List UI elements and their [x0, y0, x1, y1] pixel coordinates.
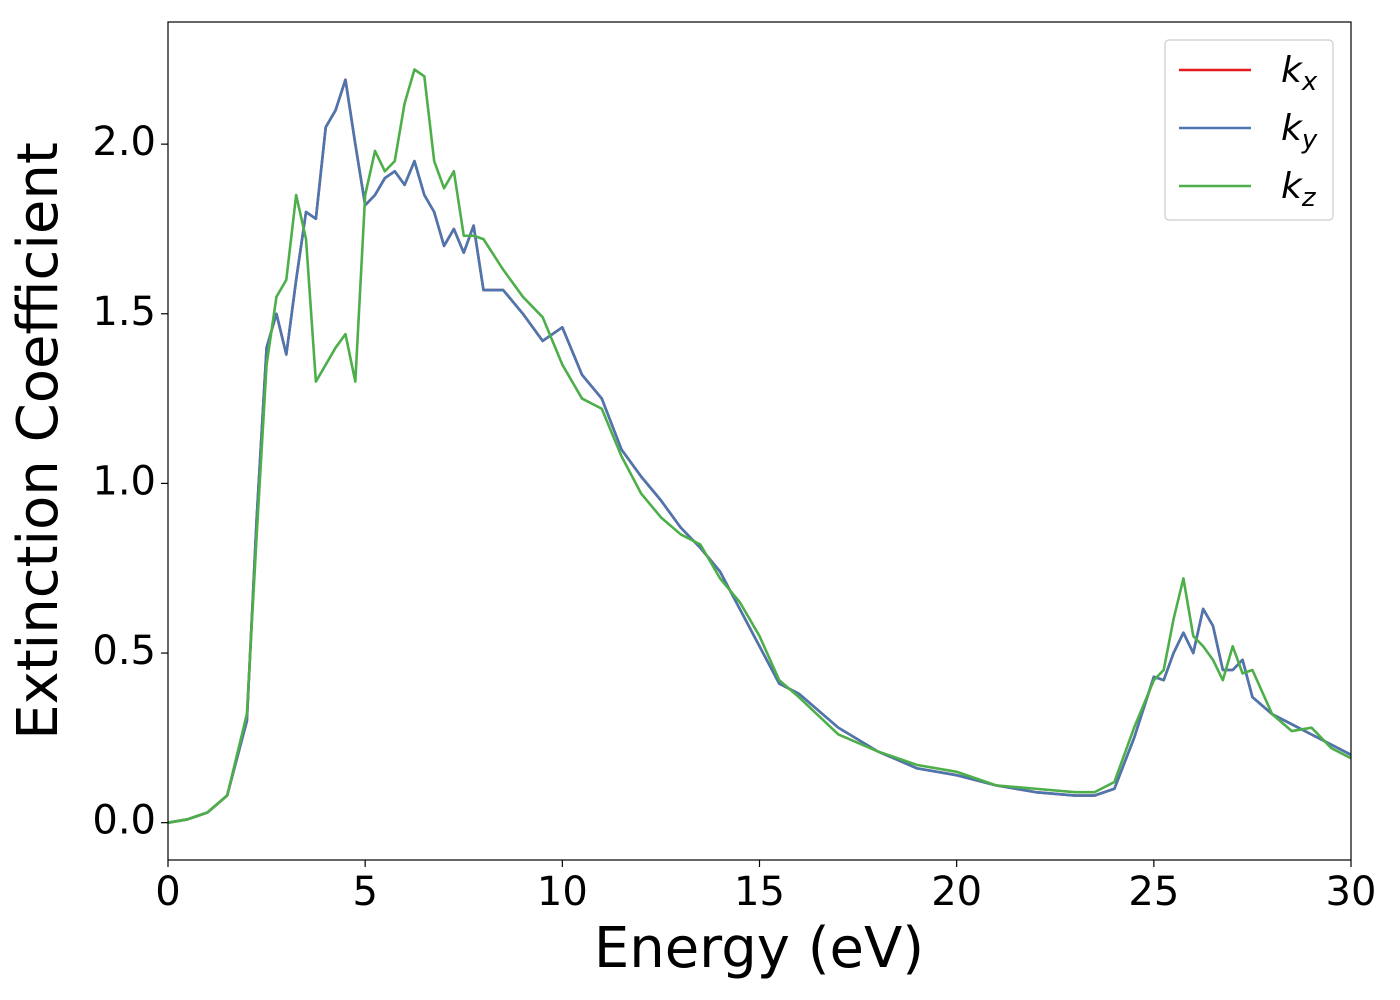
series-line — [167, 78, 1352, 824]
y-tick-label: 1.0 — [92, 458, 156, 504]
legend-label: kx — [1281, 50, 1318, 97]
y-axis-title: Extinction Coefficient — [6, 142, 71, 740]
x-tick-label: 30 — [1326, 869, 1377, 915]
y-tick-label: 2.0 — [92, 119, 156, 165]
series-line — [167, 68, 1352, 824]
plot-frame — [167, 21, 1352, 861]
x-tick-label: 25 — [1128, 869, 1179, 915]
legend-label: kz — [1281, 166, 1317, 213]
legend-box — [1164, 39, 1334, 221]
x-tick-label: 5 — [352, 869, 377, 915]
y-tick-label: 0.5 — [92, 628, 156, 674]
y-tick-label: 0.0 — [92, 798, 156, 844]
x-tick-label: 10 — [537, 869, 588, 915]
x-tick-label: 15 — [734, 869, 785, 915]
legend: kx ky kz — [1164, 39, 1334, 221]
legend-label: ky — [1281, 108, 1318, 155]
y-tick-label: 1.5 — [92, 289, 156, 335]
x-tick-label: 0 — [155, 869, 180, 915]
x-tick-label: 20 — [931, 869, 982, 915]
x-axis-title: Energy (eV) — [594, 916, 924, 981]
